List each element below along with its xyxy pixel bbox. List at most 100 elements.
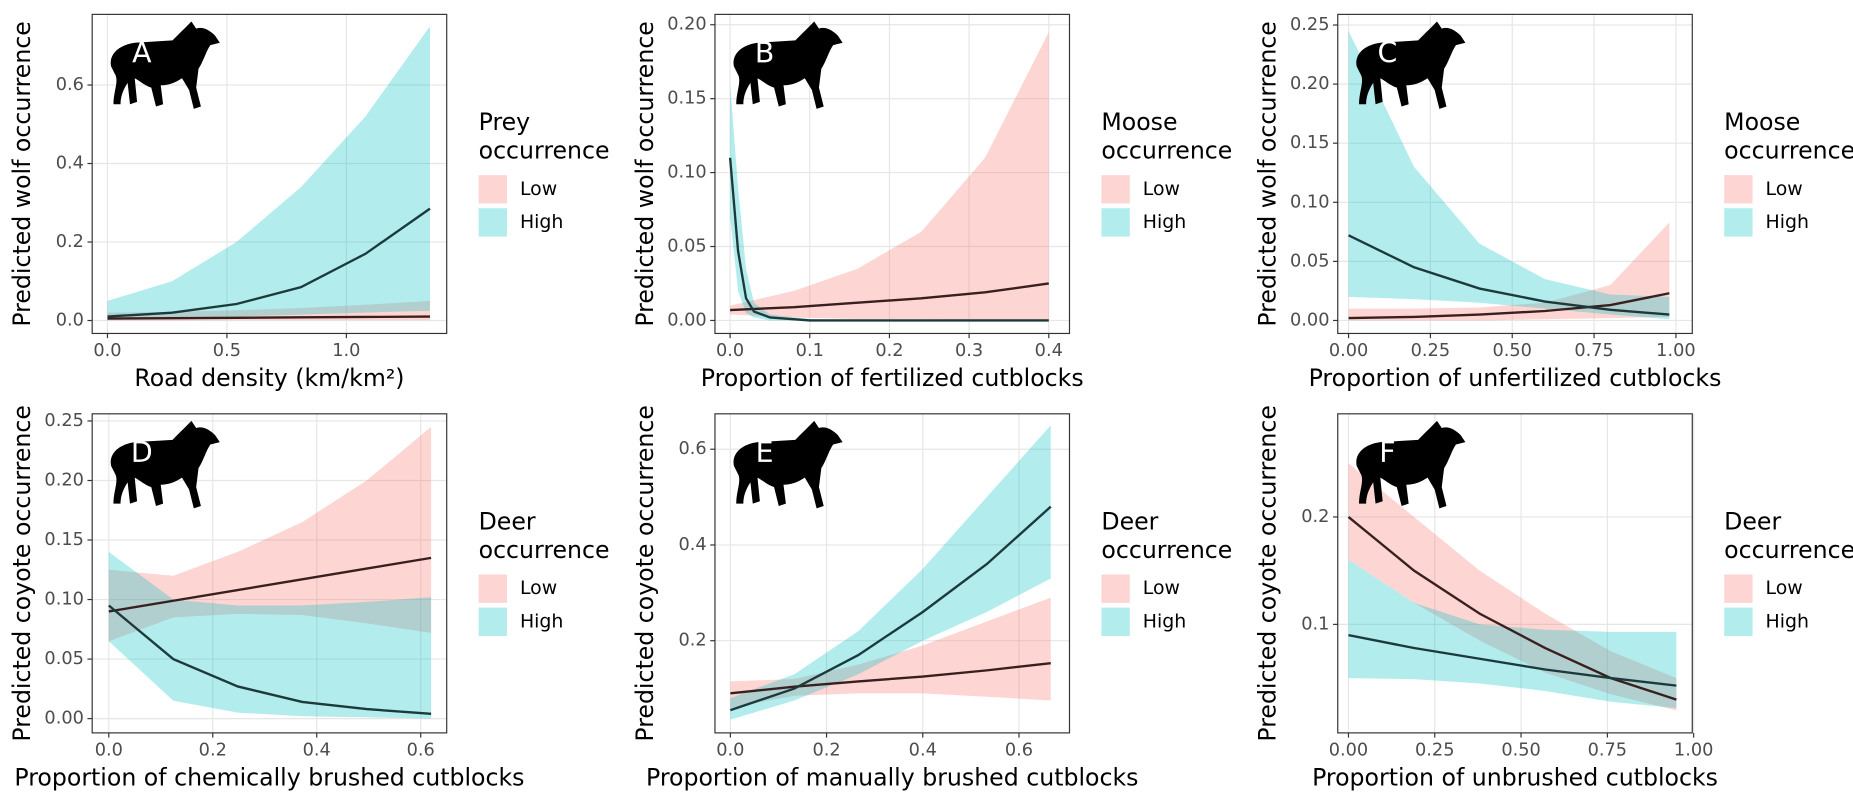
plot-frame (1337, 13, 1693, 335)
fit-line (729, 505, 1052, 712)
y-tick-label: 0.10 (667, 163, 706, 183)
legend-label: Low (1766, 577, 1803, 599)
legend-label: Low (520, 178, 557, 200)
x-tick-label: 0.75 (1588, 741, 1627, 761)
plot-frame (714, 13, 1071, 335)
plot-area (108, 426, 432, 719)
plot-area (1348, 30, 1670, 321)
x-tick-label: 1.0 (332, 341, 360, 361)
x-tick-label: 0.5 (213, 341, 241, 361)
animal-silhouette (1356, 420, 1466, 509)
y-tick-label: 0.05 (44, 649, 83, 669)
legend-title: Prey occurrence (479, 108, 610, 164)
plot-frame (714, 413, 1071, 734)
legend-title: Deer occurrence (479, 507, 610, 563)
legend-key (1101, 607, 1130, 636)
y-axis-title: Predicted wolf occurrence (8, 21, 36, 327)
x-tick-label: 0.00 (1329, 741, 1368, 761)
fit-line (730, 662, 1051, 695)
y-tick-label: 0.0 (56, 311, 84, 331)
plot-area (729, 425, 1052, 720)
animal-silhouette (110, 420, 220, 509)
x-axis-title: Proportion of manually brushed cutblocks (646, 763, 1138, 791)
legend-label: High (520, 211, 563, 233)
legend-key (1101, 175, 1130, 204)
fit-line (108, 556, 432, 613)
y-tick-label: 0.4 (56, 154, 84, 174)
x-tick-label: 0.1 (796, 341, 824, 361)
legend-key (1101, 574, 1130, 603)
legend-label: Low (1143, 577, 1180, 599)
x-axis-title: Proportion of unbrushed cutblocks (1312, 763, 1718, 791)
legend-key (1724, 574, 1753, 603)
plot-frame (1337, 413, 1693, 734)
x-tick-label: 0.75 (1574, 341, 1613, 361)
x-tick-label: 0.00 (1329, 341, 1368, 361)
confidence-ribbon (1348, 463, 1677, 711)
plot-frame (91, 13, 448, 335)
legend-title: Moose occurrence (1724, 108, 1853, 164)
y-tick-label: 0.25 (1290, 15, 1329, 35)
x-tick-label: 0.2 (812, 741, 840, 761)
x-tick-label: 0.2 (199, 741, 227, 761)
legend-key (478, 607, 507, 636)
y-tick-label: 0.05 (667, 237, 706, 257)
x-tick-label: 0.3 (955, 341, 983, 361)
legend-label: Low (520, 577, 557, 599)
fit-line (107, 207, 431, 318)
x-axis-title: Proportion of fertilized cutblocks (701, 364, 1084, 392)
y-tick-label: 0.4 (679, 535, 707, 555)
confidence-ribbon (108, 551, 432, 719)
fit-line (108, 604, 432, 716)
x-tick-label: 0.6 (407, 741, 435, 761)
panel-label: D (131, 436, 153, 469)
panel-label: E (756, 436, 774, 469)
confidence-ribbon (1348, 222, 1670, 321)
fit-line (1348, 234, 1670, 316)
y-tick-label: 0.20 (44, 470, 83, 490)
plot-area (1347, 463, 1677, 711)
x-tick-label: 1.00 (1656, 341, 1695, 361)
legend-key (1724, 175, 1753, 204)
panel-label: F (1379, 436, 1395, 469)
y-tick-label: 0.2 (679, 631, 707, 651)
y-axis-title: Predicted wolf occurrence (1254, 21, 1282, 327)
y-tick-label: 0.15 (44, 530, 83, 550)
x-tick-label: 0.4 (303, 741, 331, 761)
legend-label: High (520, 610, 563, 632)
plot-frame (91, 413, 448, 734)
y-tick-label: 0.10 (44, 590, 83, 610)
panel-label: A (132, 37, 152, 70)
y-axis-title: Predicted wolf occurrence (631, 21, 659, 327)
plot-area (107, 26, 431, 321)
y-tick-label: 0.6 (679, 439, 707, 459)
x-tick-label: 1.00 (1674, 741, 1713, 761)
legend-label: Low (1766, 178, 1803, 200)
confidence-ribbon (1348, 30, 1670, 320)
y-tick-label: 0.1 (1301, 614, 1329, 634)
legend-key (1101, 208, 1130, 237)
y-tick-label: 0.20 (667, 15, 706, 35)
fit-line (730, 282, 1049, 312)
legend-key (1724, 208, 1753, 237)
y-tick-label: 0.00 (44, 709, 83, 729)
panel: 0.00 0.25 0.50 0.75 1.00 0.00 0.05 0.10 0.15 0.20… (1254, 13, 1853, 392)
legend-label: Low (1143, 178, 1180, 200)
y-axis-title: Predicted coyote occurrence (631, 405, 659, 742)
legend-label: High (1143, 610, 1186, 632)
x-axis-title: Proportion of unfertilized cutblocks (1309, 364, 1722, 392)
y-axis-title: Predicted coyote occurrence (1254, 405, 1282, 742)
y-tick-label: 0.15 (1290, 133, 1329, 153)
fit-line (728, 157, 1049, 322)
fit-line (1348, 633, 1677, 687)
y-tick-label: 0.15 (667, 89, 706, 109)
y-tick-label: 0.05 (1290, 251, 1329, 271)
panel: 0.0 0.2 0.4 0.6 0.00 0.05 0.10 0.15 0.20 0.25 Prop… (8, 405, 609, 791)
confidence-ribbon (107, 26, 430, 320)
legend-label: High (1766, 610, 1809, 632)
animal-silhouette (110, 21, 220, 109)
x-tick-label: 0.25 (1411, 341, 1450, 361)
panel: 0.0 0.5 1.0 0.0 0.2 0.4 0.6 Road density (km/km… (8, 13, 610, 392)
